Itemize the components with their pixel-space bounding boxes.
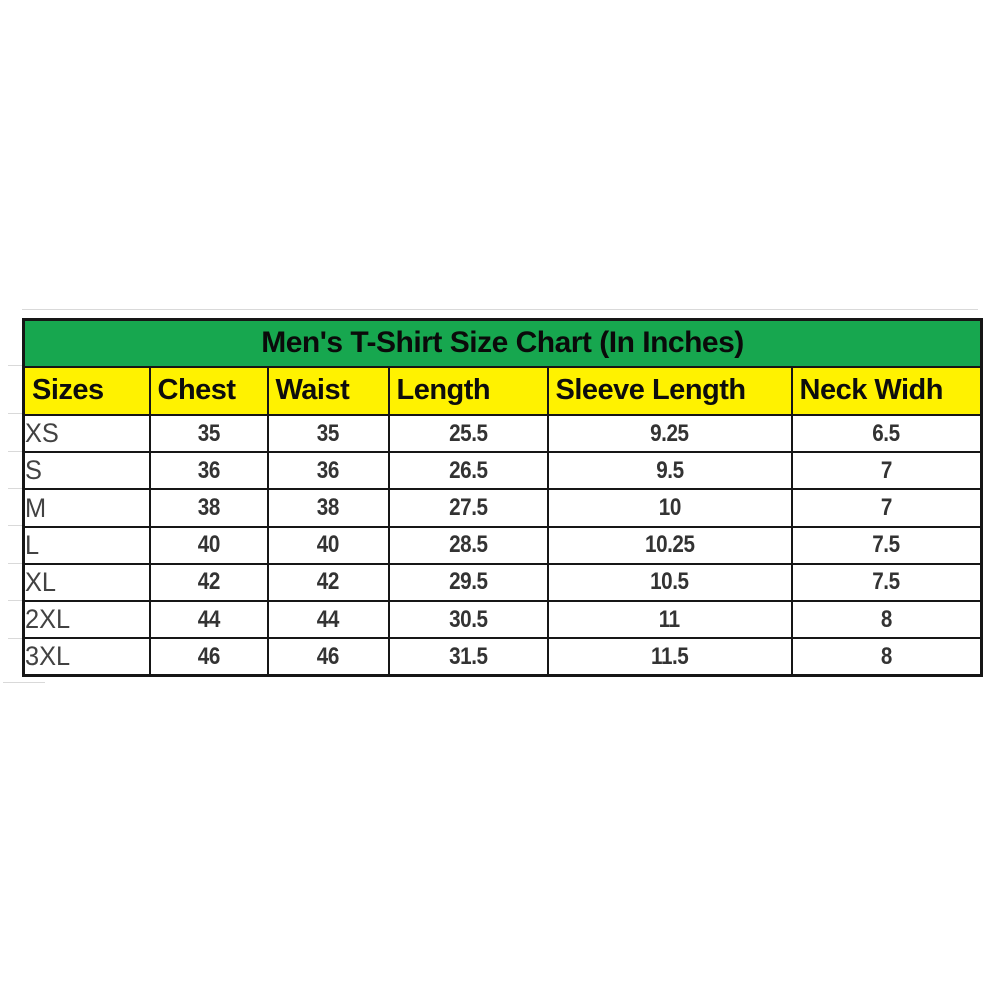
value-cell: 9.25 (546, 414, 793, 454)
gridline-stub (8, 525, 22, 526)
value-cell: 7 (790, 451, 983, 491)
table-header-row: Sizes Chest Waist Length Sleeve Length N… (22, 365, 983, 417)
value-cell: 25.5 (387, 414, 549, 454)
gridline-stub (8, 638, 22, 639)
size-chart-table: Men's T-Shirt Size Chart (In Inches) Siz… (22, 318, 984, 677)
gridline-stub (8, 488, 22, 489)
value-cell: 10.25 (546, 525, 793, 565)
value-cell: 10 (546, 488, 793, 528)
value-cell: 46 (266, 637, 390, 677)
table-row-l: L 40 40 28.5 10.25 7.5 (22, 525, 983, 565)
value-cell: 27.5 (387, 488, 549, 528)
value-cell: 7.5 (790, 525, 983, 565)
value-cell: 38 (148, 488, 269, 528)
value-cell: 42 (266, 562, 390, 603)
value-cell: 36 (148, 451, 269, 491)
value-cell: 46 (148, 637, 269, 677)
table-row-2xl: 2XL 44 44 30.5 11 8 (22, 600, 983, 640)
value-cell: 7 (790, 488, 983, 528)
chart-title: Men's T-Shirt Size Chart (In Inches) (22, 318, 983, 368)
table-row-xl: XL 42 42 29.5 10.5 7.5 (22, 562, 983, 603)
size-cell: 3XL (22, 637, 151, 677)
column-header-sizes: Sizes (22, 365, 151, 417)
value-cell: 40 (148, 525, 269, 565)
column-header-chest: Chest (148, 365, 269, 417)
gridline-stub (8, 563, 22, 564)
value-cell: 35 (148, 414, 269, 454)
value-cell: 6.5 (790, 414, 983, 454)
table-row-3xl: 3XL 46 46 31.5 11.5 8 (22, 637, 983, 677)
column-header-neck-width: Neck Widh (790, 365, 983, 417)
value-cell: 8 (790, 600, 983, 640)
column-header-waist: Waist (266, 365, 390, 417)
value-cell: 8 (790, 637, 983, 677)
value-cell: 44 (266, 600, 390, 640)
table-row-xs: XS 35 35 25.5 9.25 6.5 (22, 414, 983, 454)
value-cell: 28.5 (387, 525, 549, 565)
value-cell: 38 (266, 488, 390, 528)
gridline (22, 309, 978, 310)
value-cell: 36 (266, 451, 390, 491)
value-cell: 9.5 (546, 451, 793, 491)
value-cell: 44 (148, 600, 269, 640)
size-cell: 2XL (22, 600, 151, 640)
value-cell: 35 (266, 414, 390, 454)
size-cell: M (22, 488, 151, 528)
column-header-length: Length (387, 365, 549, 417)
gridline-stub (8, 600, 22, 601)
value-cell: 29.5 (387, 562, 549, 603)
gridline-stub (8, 365, 22, 366)
size-cell: XS (22, 414, 151, 454)
size-cell: S (22, 451, 151, 491)
gridline-stub (3, 682, 45, 683)
gridline-stub (8, 451, 22, 452)
size-cell: L (22, 525, 151, 565)
table-row-s: S 36 36 26.5 9.5 7 (22, 451, 983, 491)
gridline-stub (8, 413, 22, 414)
column-header-sleeve-length: Sleeve Length (546, 365, 793, 417)
value-cell: 11.5 (546, 637, 793, 677)
value-cell: 11 (546, 600, 793, 640)
value-cell: 26.5 (387, 451, 549, 491)
value-cell: 10.5 (546, 562, 793, 603)
value-cell: 30.5 (387, 600, 549, 640)
value-cell: 31.5 (387, 637, 549, 677)
value-cell: 7.5 (790, 562, 983, 603)
size-cell: XL (22, 562, 151, 603)
value-cell: 42 (148, 562, 269, 603)
table-row-m: M 38 38 27.5 10 7 (22, 488, 983, 528)
table-title-row: Men's T-Shirt Size Chart (In Inches) (22, 318, 983, 368)
value-cell: 40 (266, 525, 390, 565)
